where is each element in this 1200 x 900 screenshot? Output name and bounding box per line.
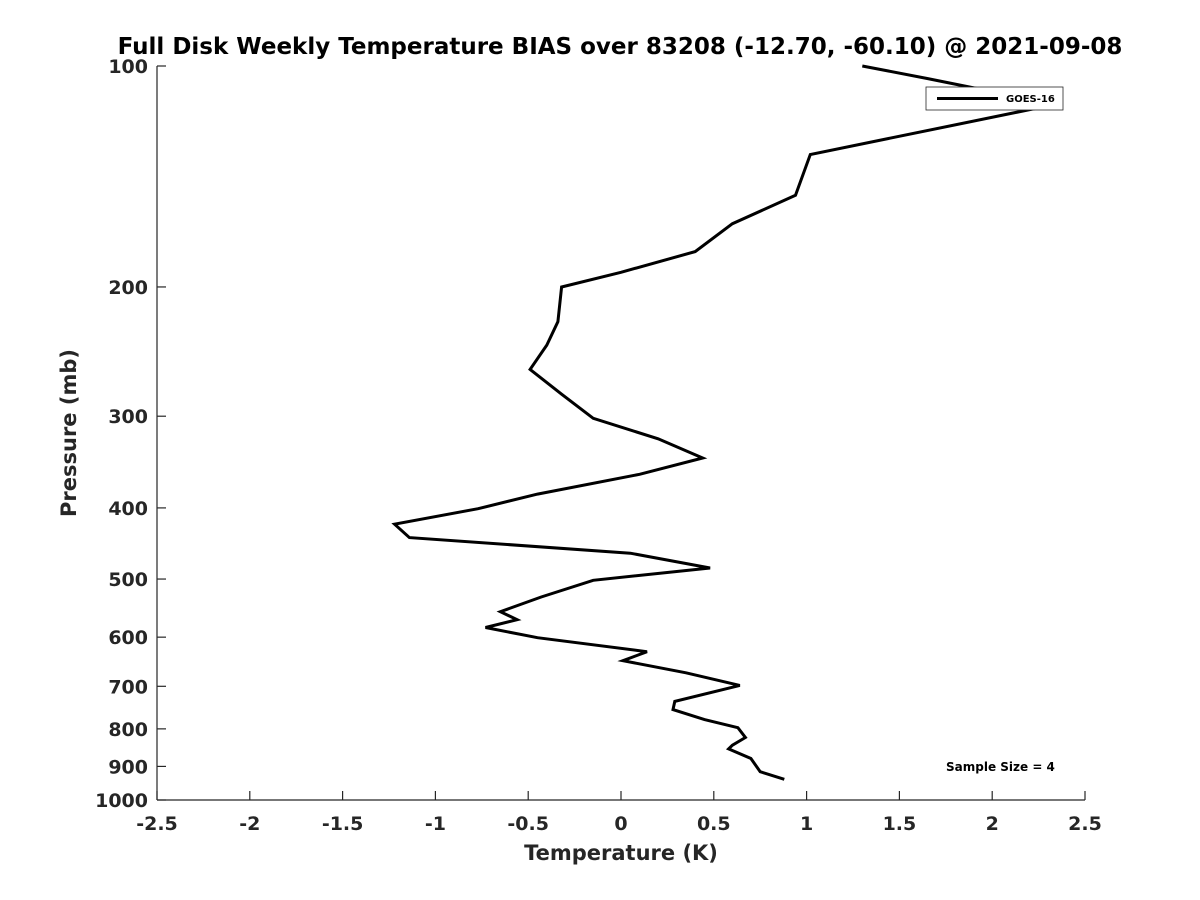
- y-tick-label: 1000: [95, 790, 148, 812]
- y-tick-label: 800: [108, 719, 148, 741]
- y-tick-label: 600: [108, 627, 148, 649]
- y-tick-label: 100: [108, 56, 148, 78]
- x-tick-label: 2: [986, 813, 999, 835]
- plot-axes: [156, 66, 1085, 801]
- legend: GOES-16: [925, 86, 1064, 111]
- chart-title: Full Disk Weekly Temperature BIAS over 8…: [118, 34, 1123, 60]
- x-ticks: -2.5 -2 -1.5 -1 -0.5 0 0.5 1 1.5 2 2.5: [136, 791, 1102, 835]
- x-tick-label: -1: [425, 813, 446, 835]
- y-tick-label: 200: [108, 277, 148, 299]
- y-tick-label: 400: [108, 498, 148, 520]
- x-tick-label: -1.5: [322, 813, 364, 835]
- legend-label-goes-16: GOES-16: [1006, 94, 1055, 105]
- x-tick-label: 0: [614, 813, 627, 835]
- y-tick-label: 900: [108, 756, 148, 778]
- series-line-goes-16: [391, 64, 1044, 781]
- x-tick-label: 1: [800, 813, 813, 835]
- y-tick-label: 300: [108, 406, 148, 428]
- y-tick-label: 500: [108, 569, 148, 591]
- y-axis-title: Pressure (mb): [57, 349, 81, 517]
- y-ticks: 100 200 300 400 500 600 700 800 900 1000: [95, 56, 166, 812]
- x-tick-label: -0.5: [507, 813, 549, 835]
- x-axis-title: Temperature (K): [524, 841, 718, 865]
- sample-size-note: Sample Size = 4: [946, 760, 1055, 774]
- series-layer: [391, 64, 1044, 781]
- x-tick-label: -2: [239, 813, 260, 835]
- x-tick-label: -2.5: [136, 813, 178, 835]
- x-tick-label: 0.5: [697, 813, 731, 835]
- y-tick-label: 700: [108, 676, 148, 698]
- x-tick-label: 2.5: [1068, 813, 1102, 835]
- x-tick-label: 1.5: [883, 813, 917, 835]
